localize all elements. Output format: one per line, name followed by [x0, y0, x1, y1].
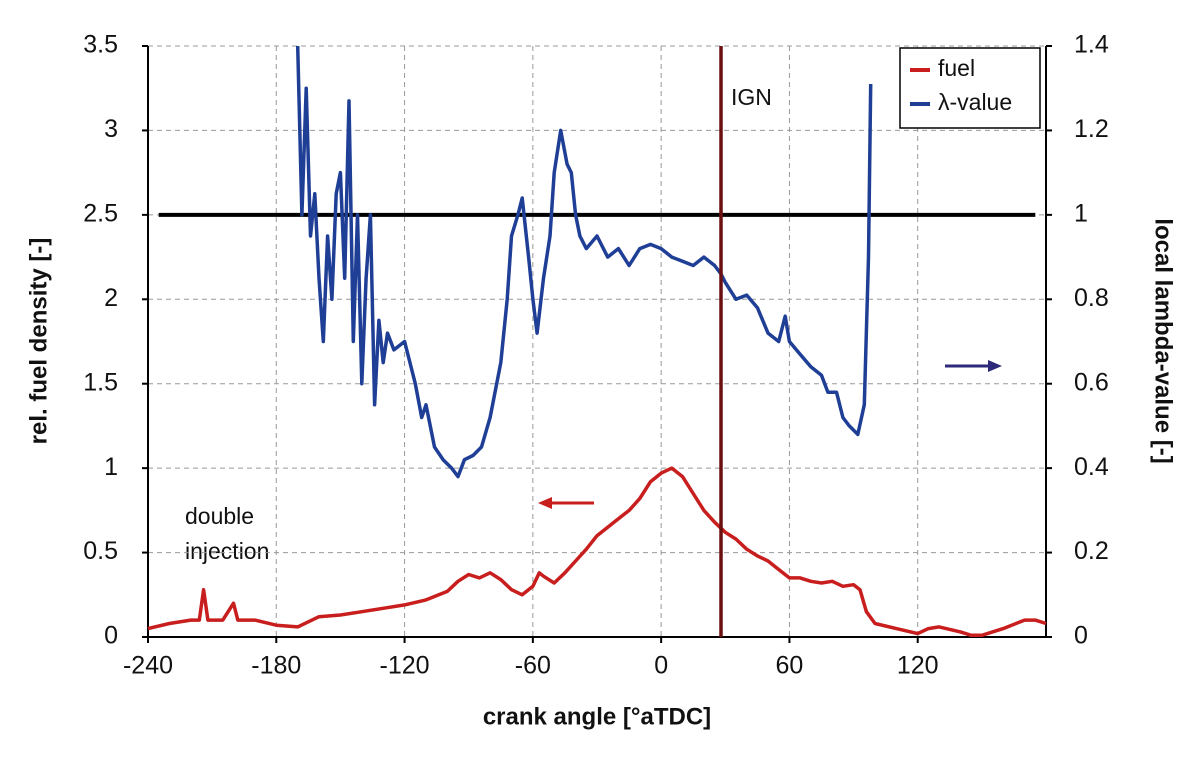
y2-tick-label: 0.8	[1074, 284, 1109, 312]
x-tick-label: -180	[251, 652, 301, 680]
x-tick-label: 60	[776, 652, 804, 680]
y2-tick-label: 0.6	[1074, 368, 1109, 396]
y-tick-label: 0.5	[83, 537, 118, 565]
legend-label: fuel	[938, 55, 975, 81]
x-tick-label: -60	[515, 652, 551, 680]
y-tick-label: 3	[104, 115, 118, 143]
y2-tick-label: 1	[1074, 199, 1088, 227]
y-tick-label: 1.5	[83, 368, 118, 396]
legend-box	[899, 47, 1041, 129]
y2-tick-label: 0	[1074, 622, 1088, 650]
arrow-left	[538, 497, 594, 509]
legend-label: λ-value	[938, 89, 1012, 115]
y-tick-label: 2	[104, 284, 118, 312]
annotation: double	[185, 503, 254, 529]
y-tick-label: 3.5	[83, 31, 118, 59]
y2-tick-label: 1.4	[1074, 31, 1109, 59]
x-tick-label: 120	[897, 652, 939, 680]
series-line	[295, 45, 873, 479]
x-tick-label: -240	[123, 652, 173, 680]
x-axis-label: crank angle [°aTDC]	[483, 703, 711, 730]
arrow-right	[945, 360, 1002, 372]
series-line	[147, 466, 1047, 638]
annotation: injection	[185, 538, 269, 564]
x-tick-label: -120	[380, 652, 430, 680]
y-axis-label: rel. fuel density [-]	[25, 238, 52, 445]
y2-tick-label: 1.2	[1074, 115, 1109, 143]
y2-tick-label: 0.4	[1074, 453, 1109, 481]
y-tick-label: 2.5	[83, 199, 118, 227]
ignition-label: IGN	[731, 84, 772, 110]
y2-axis-label: local lambda-value [-]	[1150, 218, 1177, 463]
x-tick-label: 0	[654, 652, 668, 680]
y-tick-label: 1	[104, 453, 118, 481]
y2-tick-label: 0.2	[1074, 537, 1109, 565]
y-tick-label: 0	[104, 622, 118, 650]
